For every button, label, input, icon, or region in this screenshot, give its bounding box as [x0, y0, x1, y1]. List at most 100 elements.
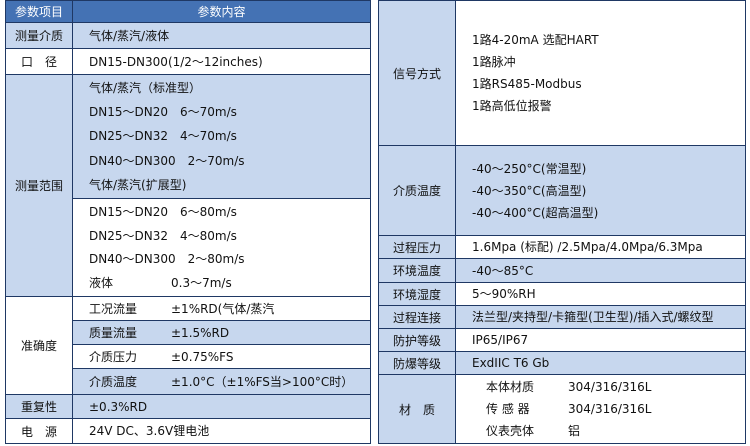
text-part: 气体/蒸汽（标准型） [89, 81, 202, 96]
text-line: -40～350°C(高温型) [472, 180, 745, 202]
text-part: 法兰型/夹持型/卡箍型(卫生型)/插入式/螺纹型 [472, 310, 714, 324]
header-cell: 参数项目 [5, 0, 73, 23]
text-line: DN15～DN20 6～70m/s [89, 101, 370, 123]
text-line: 1.6Mpa (标配) /2.5Mpa/4.0Mpa/6.3Mpa [472, 236, 745, 258]
text-line: DN40～DN300 2～70m/s [89, 150, 370, 172]
label-text: 介质温度 [392, 184, 441, 198]
text-line: 1路高低位报警 [472, 95, 745, 117]
row-label: 过程连接 [378, 305, 456, 329]
row-content: 本体材质 304/316/316L 传 感 器 304/316/316L 仪表壳体 铝 [455, 374, 746, 444]
text-line: 1路脉冲 [472, 51, 745, 73]
row-content: 法兰型/夹持型/卡箍型(卫生型)/插入式/螺纹型 [455, 305, 746, 329]
text-part: 2～80m/s [187, 252, 245, 267]
row-content: 1.6Mpa (标配) /2.5Mpa/4.0Mpa/6.3Mpa [455, 235, 746, 259]
text-line: 介质压力 ±0.75%FS [89, 346, 370, 368]
text-line: DN25～DN32 4～70m/s [89, 125, 370, 147]
row-content: 气体/蒸汽（标准型） DN15～DN20 6～70m/s DN25～DN32 4～70m… [72, 74, 371, 199]
label-text: 口 径 [20, 55, 57, 69]
row-label: 口 径 [5, 48, 73, 75]
text-part: 5～90%RH [472, 287, 536, 301]
text-part: 24V DC、3.6V锂电池 [89, 424, 210, 438]
label-text: 测量范围 [14, 179, 63, 193]
row-label: 防护等级 [378, 328, 456, 352]
text-part: 介质温度 [89, 374, 138, 389]
header-cell: 参数内容 [72, 0, 371, 23]
text-part: DN40～DN300 [89, 252, 176, 267]
text-line: 气体/蒸汽（标准型） [89, 77, 370, 99]
text-line: DN40～DN300 2～80m/s [89, 248, 370, 270]
text-line: 1路RS485-Modbus [472, 73, 745, 95]
text-part: 304/316/316L [568, 402, 652, 416]
text-line: 气体/蒸汽/液体 [89, 25, 370, 47]
row-content: IP65/IP67 [455, 328, 746, 352]
text-part: 304/316/316L [568, 380, 652, 394]
header-text: 参数内容 [197, 5, 246, 19]
row-content: 介质温度 ±1.0°C（±1%FS当>100°C时） [72, 368, 371, 395]
text-line: IP65/IP67 [472, 329, 745, 351]
row-content: ExdIIC T6 Gb [455, 351, 746, 375]
text-line: -40～400°C(超高温型) [472, 202, 745, 224]
text-part: IP65/IP67 [472, 333, 529, 347]
row-label: 电 源 [5, 418, 73, 444]
row-label: 材 质 [378, 374, 456, 444]
row-content: DN15-DN300(1/2～12inches) [72, 48, 371, 75]
label-text: 材 质 [398, 402, 435, 417]
row-content: 质量流量 ±1.5%RD [72, 320, 371, 345]
text-part: -40～400°C(超高温型) [472, 205, 599, 220]
text-part: 1路4-20mA 选配HART [472, 33, 599, 47]
row-content: DN15～DN20 6～80m/s DN25～DN32 4～80m/s DN40～DN3… [72, 198, 371, 297]
row-label: 测量范围 [5, 74, 73, 297]
row-label: 重复性 [5, 394, 73, 419]
text-line: 本体材质 304/316/316L [486, 376, 745, 398]
text-part: DN25～DN32 [89, 129, 168, 144]
text-part: ±1.0°C（±1%FS当>100°C时） [171, 374, 354, 389]
text-part: 传 感 器 [486, 402, 530, 416]
text-part: DN40～DN300 [89, 153, 176, 168]
text-line: -40～250°C(常温型) [472, 158, 745, 180]
text-line: 5～90%RH [472, 283, 745, 305]
text-line: 仪表壳体 铝 [486, 420, 745, 442]
row-label: 介质温度 [378, 145, 456, 236]
label-text: 环境湿度 [392, 287, 441, 302]
text-part: ±1%RD(气体/蒸汽 [171, 301, 275, 316]
text-part: 0.3～7m/s [171, 276, 232, 291]
header-text: 参数项目 [14, 5, 63, 19]
text-part: 6～80m/s [179, 204, 237, 219]
label-text: 环境温度 [392, 264, 441, 278]
text-part: 4～80m/s [179, 228, 237, 243]
label-text: 防爆等级 [392, 356, 441, 371]
text-line: 法兰型/夹持型/卡箍型(卫生型)/插入式/螺纹型 [472, 306, 745, 328]
row-label: 环境温度 [378, 258, 456, 283]
text-part: 6～70m/s [179, 105, 237, 120]
label-text: 过程连接 [392, 310, 441, 325]
text-line: DN15～DN20 6～80m/s [89, 201, 370, 223]
text-part: DN25～DN32 [89, 228, 168, 243]
text-part: ±0.75%FS [171, 349, 234, 364]
label-text: 过程压力 [392, 240, 441, 255]
text-part: 气体/蒸汽(扩展型) [89, 177, 187, 192]
text-part: 介质压力 [89, 349, 138, 364]
row-content: 工况流量 ±1%RD(气体/蒸汽 [72, 296, 371, 321]
text-part: ±0.3%RD [89, 399, 148, 414]
row-content: 气体/蒸汽/液体 [72, 22, 371, 49]
text-part: 1.6Mpa (标配) /2.5Mpa/4.0Mpa/6.3Mpa [472, 240, 703, 254]
row-label: 测量介质 [5, 22, 73, 49]
label-text: 防护等级 [392, 333, 441, 348]
row-content: ±0.3%RD [72, 394, 371, 419]
text-part: 1路高低位报警 [472, 99, 552, 113]
text-line: 传 感 器 304/316/316L [486, 398, 745, 420]
row-label: 防爆等级 [378, 351, 456, 375]
label-text: 测量介质 [14, 29, 63, 43]
row-label: 信号方式 [378, 0, 456, 146]
text-line: 工况流量 ±1%RD(气体/蒸汽 [89, 298, 370, 320]
text-part: DN15～DN20 [89, 105, 168, 120]
text-part: 液体 [89, 276, 114, 291]
text-line: ±0.3%RD [89, 396, 370, 418]
text-part: 2～70m/s [187, 153, 245, 168]
text-line: 1路4-20mA 选配HART [472, 29, 745, 51]
text-line: 介质温度 ±1.0°C（±1%FS当>100°C时） [89, 371, 370, 393]
text-line: DN25～DN32 4～80m/s [89, 225, 370, 247]
row-content: -40～250°C(常温型) -40～350°C(高温型) -40～400°C(超高… [455, 145, 746, 236]
text-part: 1路脉冲 [472, 55, 516, 69]
